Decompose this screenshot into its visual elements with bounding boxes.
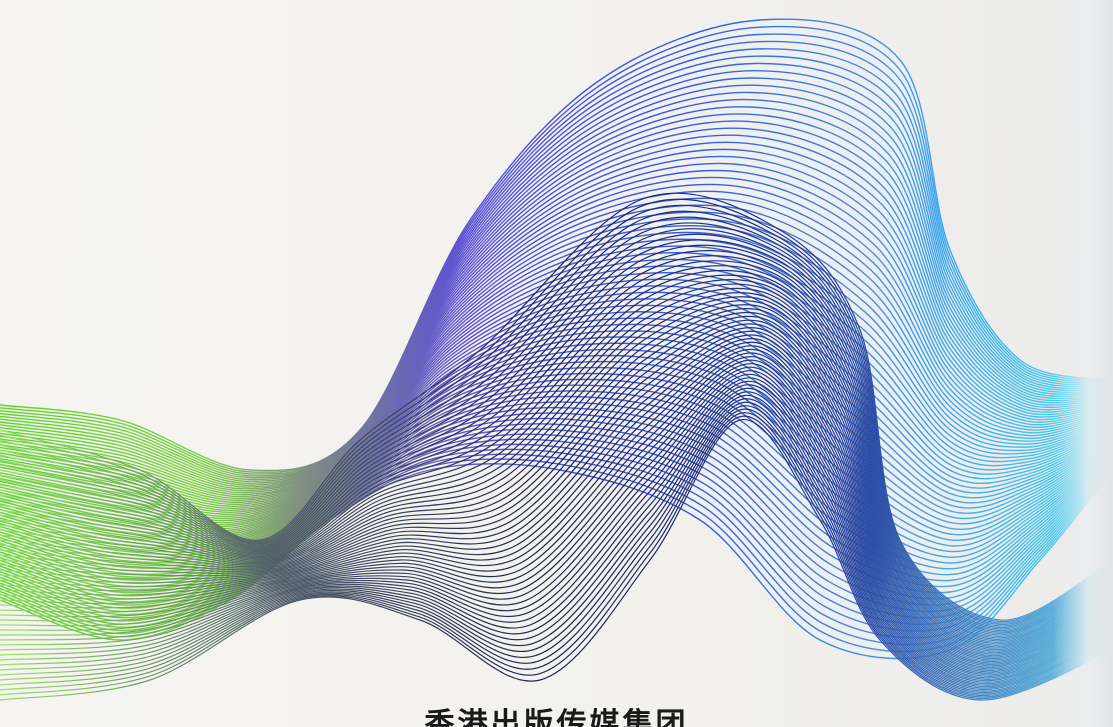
publisher-name: 香港出版传媒集团 bbox=[424, 707, 689, 727]
wave-band-lower bbox=[0, 192, 1113, 701]
wave-band-upper bbox=[0, 18, 1113, 660]
